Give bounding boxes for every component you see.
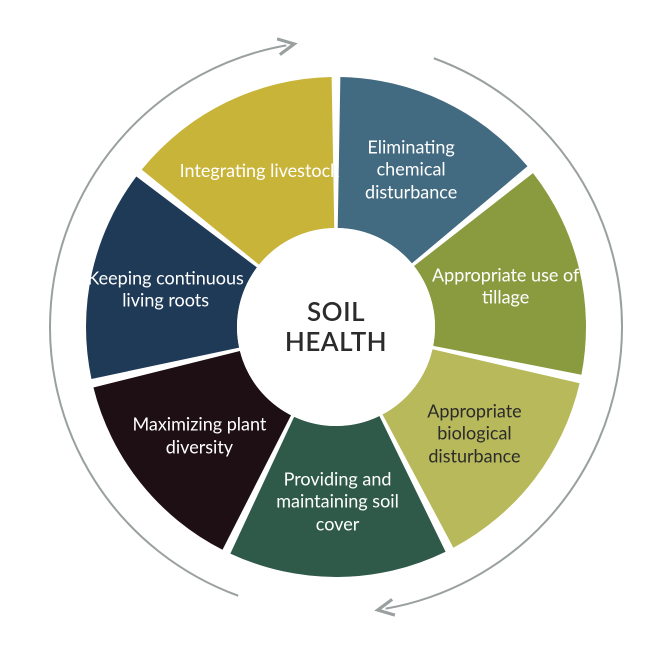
soil-health-donut: SOILHEALTH Eliminating chemical disturba… xyxy=(56,47,616,607)
center-circle: SOILHEALTH xyxy=(237,228,435,426)
center-label: SOILHEALTH xyxy=(285,297,387,357)
